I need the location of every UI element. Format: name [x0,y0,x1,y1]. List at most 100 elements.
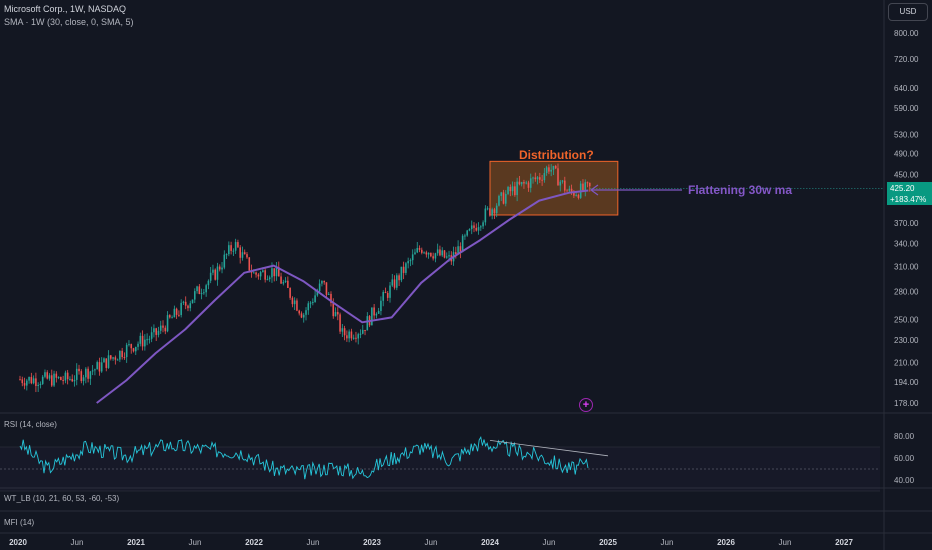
candle-body [584,182,587,191]
price-tick-label: 720.00 [894,55,919,64]
candle-body [330,293,332,304]
candle-body [237,242,239,248]
rsi-tick-label: 80.00 [894,432,915,441]
candle-body [389,285,391,298]
candle-body [577,194,580,198]
candle-body [527,182,530,188]
candle-body [529,178,532,188]
add-indicator-plus-icon[interactable]: + [579,398,593,412]
candle-body [498,195,500,206]
last-price-tag: 425.20 +183.47% [887,182,932,205]
candle-body [55,373,58,378]
candle-body [473,225,475,228]
candle-body [334,312,337,317]
candle-body [50,375,53,386]
currency-button[interactable]: USD [888,3,928,21]
candle-body [193,291,196,300]
price-tick-label: 640.00 [894,84,919,93]
price-tick-label: 210.00 [894,358,919,367]
time-tick-label: 2023 [363,538,381,547]
price-tick-label: 178.00 [894,399,919,408]
candle-body [166,315,169,332]
candle-body [110,355,112,359]
price-tick-label: 370.00 [894,219,919,228]
candle-body [19,379,21,381]
price-tick-label: 450.00 [894,171,919,180]
candle-body [139,335,142,344]
candle-body [91,370,94,372]
candle-body [509,186,512,192]
candle-body [359,333,362,335]
candle-body [146,339,148,341]
candle-body [552,165,555,170]
price-tick-label: 800.00 [894,29,919,38]
rsi-pane-label[interactable]: RSI (14, close) [4,420,57,429]
candle-body [325,282,328,295]
candle-body [352,337,355,339]
candle-body [307,303,310,311]
candle-body [78,368,80,372]
candle-body [196,286,198,292]
candle-body [221,267,223,270]
candle-body [257,274,260,277]
candle-body [243,252,246,255]
candle-body [436,249,439,254]
candle-body [98,362,101,372]
candle-body [312,302,314,304]
candle-body [87,368,89,379]
candle-body [280,276,282,284]
candle-body [225,254,228,256]
candle-body [112,357,114,359]
candle-body [448,255,450,257]
price-tick-label: 250.00 [894,315,919,324]
candle-body [184,301,187,306]
candle-body [284,280,287,283]
time-tick-label: Jun [307,538,320,547]
candle-body [23,383,26,386]
candle-body [266,279,269,281]
candle-body [132,348,135,352]
candle-body [275,267,278,277]
candle-body [425,252,428,255]
last-price-change: +183.47% [890,195,927,204]
candle-body [116,359,119,361]
candle-body [57,377,60,379]
distribution-box [489,160,619,216]
candle-body [455,252,457,255]
candle-body [75,368,78,380]
price-tick-label: 590.00 [894,104,919,113]
candle-body [255,272,257,275]
candle-body [364,330,366,332]
candle-body [71,378,74,382]
mfi-pane-label[interactable]: MFI (14) [4,518,35,527]
candle-body [148,338,151,340]
candle-body [100,362,103,372]
time-tick-label: 2025 [599,538,617,547]
candle-body [123,357,126,359]
candle-body [470,225,473,230]
candle-body [187,305,189,309]
candle-body [164,327,167,332]
candle-body [134,346,137,352]
candle-body [128,344,130,346]
sma-indicator-label[interactable]: SMA · 1W (30, close, 0, SMA, 5) [4,17,134,27]
candle-body [543,173,546,181]
price-tick-label: 490.00 [894,150,919,159]
candle-body [259,272,262,277]
candle-body [241,252,244,258]
candle-body [162,325,164,328]
candle-body [561,180,564,182]
wt-pane-label[interactable]: WT_LB (10, 21, 60, 53, -60, -53) [4,494,120,503]
candle-body [246,254,248,258]
candle-body [262,270,264,273]
candle-body [559,181,562,186]
candle-body [205,285,207,293]
candle-body [361,330,364,334]
candle-body [375,313,378,316]
candle-body [400,266,403,281]
candle-body [28,376,30,381]
candle-body [532,177,534,179]
time-tick-label: 2022 [245,538,263,547]
candle-body [391,279,394,286]
